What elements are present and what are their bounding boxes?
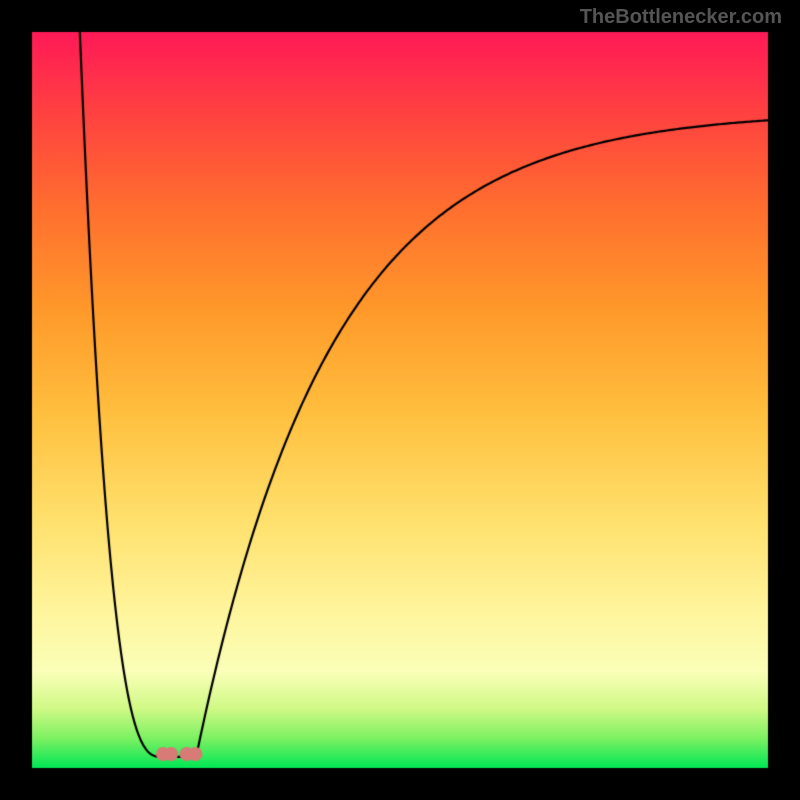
bottleneck-chart-canvas xyxy=(0,0,800,800)
chart-stage: TheBottlenecker.com xyxy=(0,0,800,800)
